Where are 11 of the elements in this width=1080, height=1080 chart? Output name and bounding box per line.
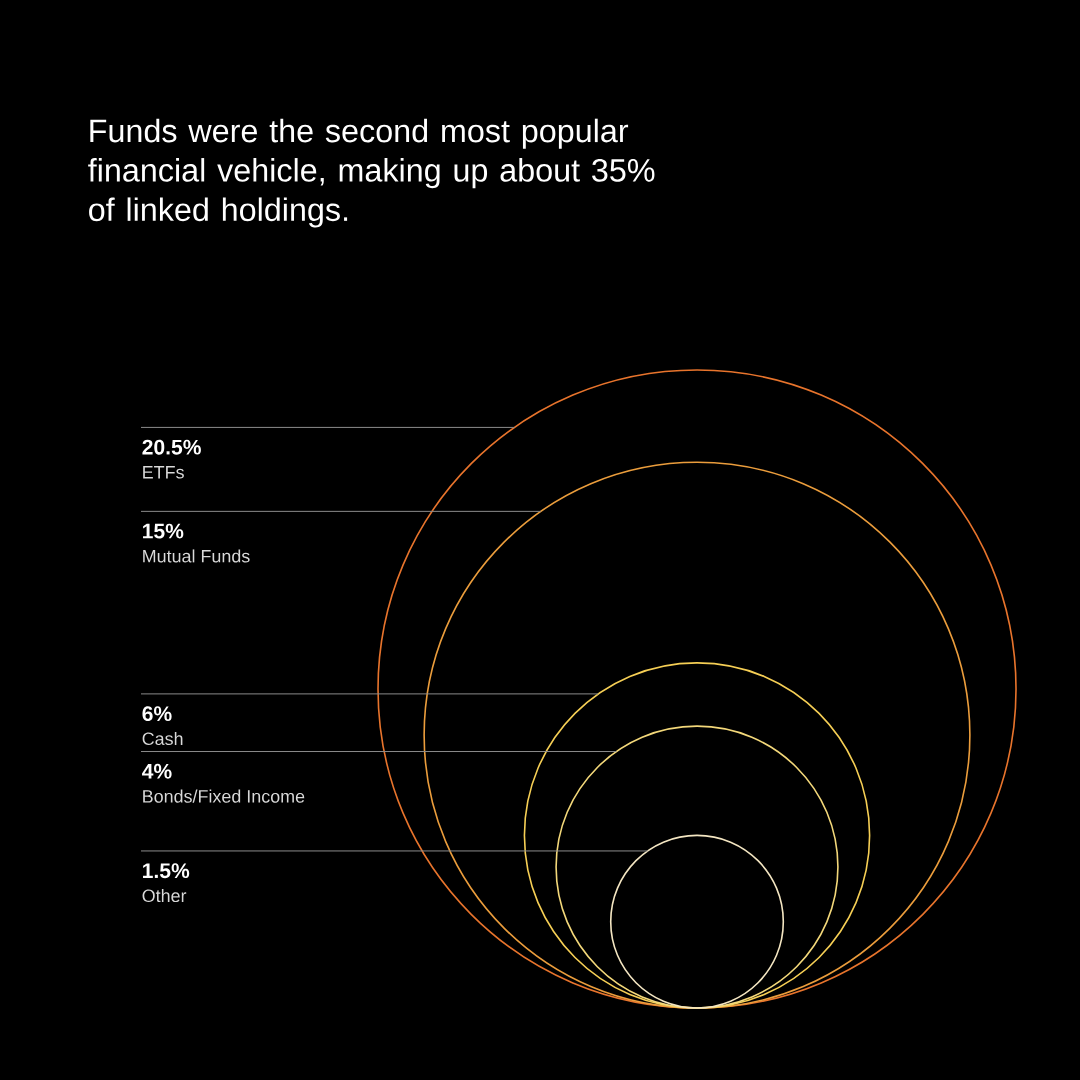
data-label: 4% xyxy=(142,763,172,779)
category-label: ETFs xyxy=(143,466,184,479)
data-label: 20.5% xyxy=(142,439,201,455)
category-label: Cash xyxy=(142,731,183,746)
data-label: 6% xyxy=(142,706,172,722)
category-label: Other xyxy=(142,888,187,903)
category-label: Bonds/Fixed Income xyxy=(143,789,305,803)
data-label: 1.5% xyxy=(143,863,190,879)
text: Funds were the second most popular financial vehicle, making up about 35% of linked holdings. xyxy=(88,118,655,228)
category-label: Mutual Funds xyxy=(143,549,250,563)
data-label: 15% xyxy=(143,523,184,539)
